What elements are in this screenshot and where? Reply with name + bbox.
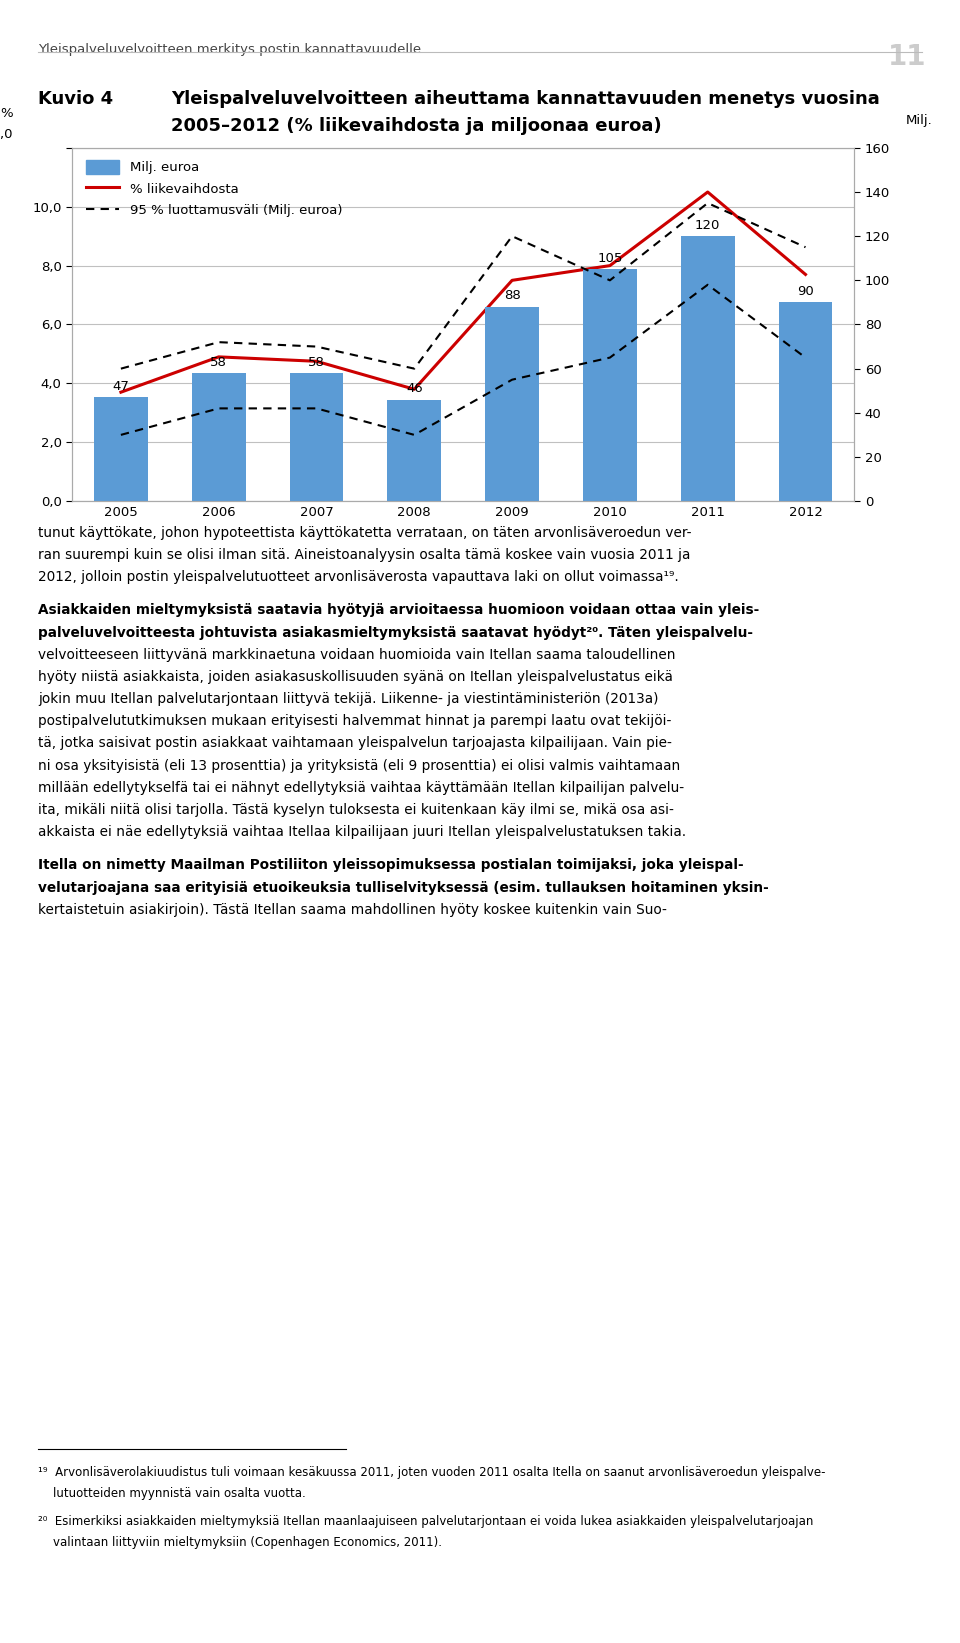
Bar [192,373,246,501]
Bar [485,307,539,501]
Text: Yleispalveluvelvoitteen aiheuttama kannattavuuden menetys vuosina: Yleispalveluvelvoitteen aiheuttama kanna… [171,90,879,108]
Text: postipalvelututkimuksen mukaan erityisesti halvemmat hinnat ja parempi laatu ova: postipalvelututkimuksen mukaan erityises… [38,715,672,728]
Text: palveluvelvoitteesta johtuvista asiakasmieltymyksistä saatavat hyödyt²⁰. Täten y: palveluvelvoitteesta johtuvista asiakasm… [38,626,754,639]
Text: velutarjoajana saa erityisiä etuoikeuksia tulliselvityksessä (esim. tullauksen h: velutarjoajana saa erityisiä etuoikeuksi… [38,881,769,895]
Bar [290,373,344,501]
Text: 88: 88 [504,289,520,302]
Text: jokin muu Itellan palvelutarjontaan liittyvä tekijä. Liikenne- ja viestintäminis: jokin muu Itellan palvelutarjontaan liit… [38,692,659,706]
Text: 2005–2012 (% liikevaihdosta ja miljoonaa euroa): 2005–2012 (% liikevaihdosta ja miljoonaa… [171,117,661,135]
Text: ita, mikäli niitä olisi tarjolla. Tästä kyselyn tuloksesta ei kuitenkaan käy ilm: ita, mikäli niitä olisi tarjolla. Tästä … [38,803,674,817]
Text: %: % [1,107,13,120]
Bar [779,302,832,501]
Text: 58: 58 [210,355,228,368]
Text: ¹⁹  Arvonlisäverolakiuudistus tuli voimaan kesäkuussa 2011, joten vuoden 2011 os: ¹⁹ Arvonlisäverolakiuudistus tuli voimaa… [38,1466,826,1479]
Text: 11: 11 [888,43,926,71]
Text: 90: 90 [797,284,814,297]
Text: 58: 58 [308,355,324,368]
Text: hyöty niistä asiakkaista, joiden asiakasuskollisuuden syänä on Itellan yleispalv: hyöty niistä asiakkaista, joiden asiakas… [38,670,673,683]
Text: Yleispalveluvelvoitteen merkitys postin kannattavuudelle: Yleispalveluvelvoitteen merkitys postin … [38,43,421,56]
Text: Itella on nimetty Maailman Postiliiton yleissopimuksessa postialan toimijaksi, j: Itella on nimetty Maailman Postiliiton y… [38,858,744,872]
Text: Milj.: Milj. [905,113,932,127]
Text: velvoitteeseen liittyvänä markkinaetuna voidaan huomioida vain Itellan saama tal: velvoitteeseen liittyvänä markkinaetuna … [38,647,676,662]
Text: 120: 120 [695,219,720,232]
Text: ²⁰  Esimerkiksi asiakkaiden mieltymyksiä Itellan maanlaajuiseen palvelutarjontaa: ²⁰ Esimerkiksi asiakkaiden mieltymyksiä … [38,1515,814,1528]
Bar [94,398,148,501]
Text: valintaan liittyviin mieltymyksiin (Copenhagen Economics, 2011).: valintaan liittyviin mieltymyksiin (Cope… [38,1536,443,1549]
Bar [583,269,636,501]
Text: tä, jotka saisivat postin asiakkaat vaihtamaan yleispalvelun tarjoajasta kilpail: tä, jotka saisivat postin asiakkaat vaih… [38,736,672,751]
Text: 105: 105 [597,251,623,265]
Text: ni osa yksityisistä (eli 13 prosenttia) ja yrityksistä (eli 9 prosenttia) ei oli: ni osa yksityisistä (eli 13 prosenttia) … [38,759,681,772]
Text: tunut käyttökate, johon hypoteettista käyttökatetta verrataan, on täten arvonlis: tunut käyttökate, johon hypoteettista kä… [38,526,692,541]
Legend: Milj. euroa, % liikevaihdosta, 95 % luottamusväli (Milj. euroa): Milj. euroa, % liikevaihdosta, 95 % luot… [83,156,347,222]
Text: Asiakkaiden mieltymyksistä saatavia hyötyjä arvioitaessa huomioon voidaan ottaa : Asiakkaiden mieltymyksistä saatavia hyöt… [38,603,759,618]
Bar [388,399,442,501]
Text: Kuvio 4: Kuvio 4 [38,90,113,108]
Bar [681,237,734,501]
Text: millään edellytykselfä tai ei nähnyt edellytyksiä vaihtaa käyttämään Itellan kil: millään edellytykselfä tai ei nähnyt ede… [38,780,684,795]
Text: 12,0: 12,0 [0,128,13,141]
Text: 2012, jolloin postin yleispalvelutuotteet arvonlisäverosta vapauttava laki on ol: 2012, jolloin postin yleispalvelutuottee… [38,570,679,585]
Text: kertaistetuin asiakirjoin). Tästä Itellan saama mahdollinen hyöty koskee kuitenk: kertaistetuin asiakirjoin). Tästä Itella… [38,902,667,917]
Text: lutuotteiden myynnistä vain osalta vuotta.: lutuotteiden myynnistä vain osalta vuott… [38,1487,306,1500]
Text: 46: 46 [406,383,422,394]
Text: ran suurempi kuin se olisi ilman sitä. Aineistoanalyysin osalta tämä koskee vain: ran suurempi kuin se olisi ilman sitä. A… [38,547,691,562]
Text: 47: 47 [112,380,130,393]
Text: akkaista ei näe edellytyksiä vaihtaa Itellaa kilpailijaan juuri Itellan yleispal: akkaista ei näe edellytyksiä vaihtaa Ite… [38,825,686,840]
